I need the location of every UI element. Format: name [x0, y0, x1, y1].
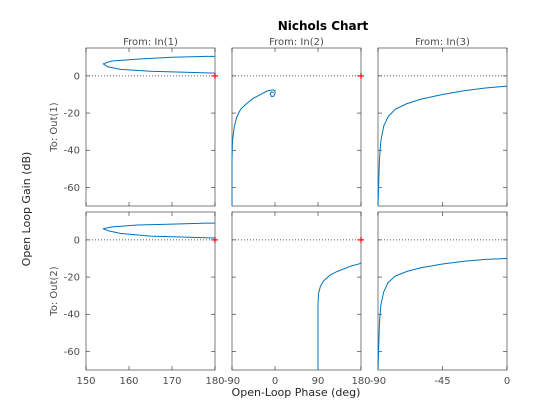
x-axis-label: Open-Loop Phase (deg) — [232, 386, 361, 399]
y-axis-label: Open Loop Gain (dB) — [20, 152, 33, 267]
frequency-response-line — [102, 55, 216, 74]
x-tick-label: 0 — [272, 376, 278, 387]
x-tick-label: -45 — [434, 376, 450, 387]
y-tick-label: -40 — [64, 146, 80, 157]
y-tick-label: -20 — [64, 109, 80, 120]
input-column-title: From: In(3) — [415, 37, 470, 48]
y-tick-label: -40 — [64, 310, 80, 321]
frequency-response-line — [377, 85, 508, 207]
x-tick-label: 150 — [76, 376, 95, 387]
subplot-grid: 0 -20 -40 -60 To: Out(1) From: In(1) From: In(… — [49, 37, 510, 387]
x-tick-label: 90 — [312, 376, 325, 387]
x-tick-label: 180 — [205, 376, 224, 387]
frequency-response-line — [102, 222, 216, 239]
input-column-title: From: In(1) — [123, 37, 178, 48]
y-tick-label: -60 — [64, 183, 80, 194]
y-tick-label: -20 — [64, 273, 80, 284]
y-tick-label: 0 — [74, 71, 80, 82]
x-tick-label: 170 — [162, 376, 181, 387]
chart-title: Nichols Chart — [278, 19, 369, 33]
subplot-axes-box — [377, 47, 508, 207]
subplot-axes-box — [85, 47, 216, 207]
y-tick-label: -60 — [64, 347, 80, 358]
frequency-response-line — [317, 262, 362, 370]
subplot-axes-box — [231, 211, 362, 371]
subplot-axes-box — [85, 211, 216, 371]
y-tick-label: 0 — [74, 235, 80, 246]
subplot-axes-box — [231, 47, 362, 207]
input-column-title: From: In(2) — [269, 37, 324, 48]
x-tick-label: 0 — [504, 376, 510, 387]
x-tick-label: -90 — [370, 376, 386, 387]
frequency-response-line — [377, 257, 508, 371]
x-tick-label: -90 — [224, 376, 240, 387]
frequency-response-line — [231, 89, 276, 206]
subplot-axes-box — [377, 211, 508, 371]
output-row-label: To: Out(2) — [49, 266, 60, 316]
output-row-label: To: Out(1) — [49, 102, 60, 152]
x-tick-label: 160 — [119, 376, 138, 387]
x-tick-label: 180 — [351, 376, 370, 387]
